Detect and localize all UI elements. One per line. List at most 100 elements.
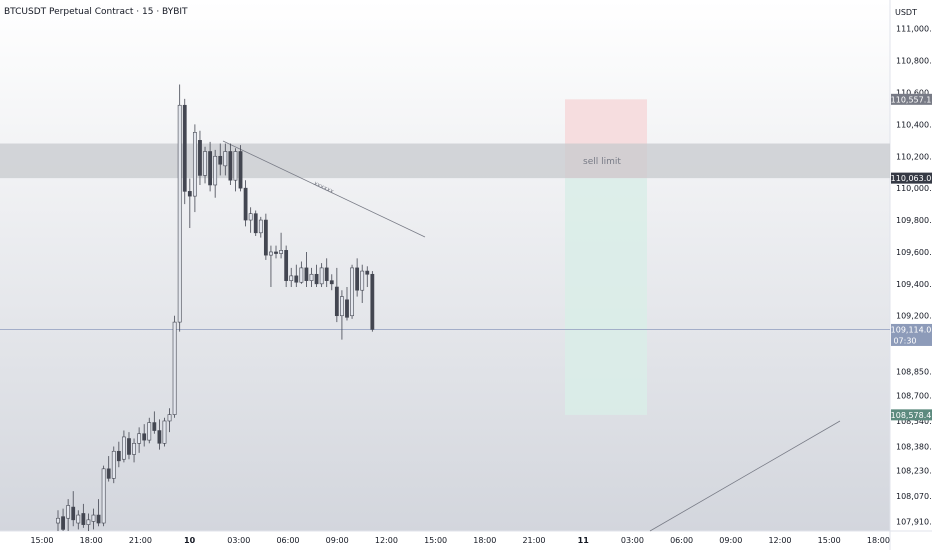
candle [324, 258, 329, 288]
time-tick-label: 18:00 [80, 536, 103, 545]
time-axis-ticks: 15:00 18:00 21:00 10 03:00 06:00 09:00 12:00 15:… [30, 536, 889, 545]
candle [350, 264, 354, 319]
candle-body-up [137, 433, 142, 444]
time-tick-label: 18:00 [867, 536, 890, 545]
candle [162, 417, 167, 447]
time-tick-label: 11 [578, 536, 590, 545]
time-tick-label: 12:00 [375, 536, 398, 545]
price-tick-label: 110,800.0 [896, 57, 932, 66]
candle-body-down [157, 430, 162, 444]
candle [233, 148, 238, 192]
price-label-box [891, 323, 932, 346]
candle [198, 130, 202, 185]
candle [274, 245, 278, 259]
time-tick-label: 18:00 [473, 536, 496, 545]
price-tick-label: 107,910.0 [896, 517, 932, 526]
price-label-countdown: 07:30 [893, 336, 916, 345]
candle [147, 417, 152, 444]
candle-body-up [203, 151, 207, 176]
candle-body-up [132, 442, 136, 455]
candle [269, 245, 273, 288]
candle-body-up [213, 155, 218, 186]
time-tick-label: 15:00 [424, 536, 447, 545]
price-tick-label: 109,600.0 [896, 248, 932, 257]
candles-layer [56, 84, 375, 531]
candle-body-down [274, 251, 278, 254]
candle [76, 510, 81, 530]
price-label-text: 109,114.0 [891, 325, 932, 334]
candle [192, 124, 197, 213]
trendline-up[interactable] [649, 420, 841, 532]
candle-body-up [248, 213, 253, 221]
candle-body-up [192, 132, 197, 197]
candle-body-up [56, 517, 60, 524]
candle-body-up [269, 251, 273, 256]
candle [238, 145, 243, 192]
time-tick-label: 15:00 [818, 536, 841, 545]
sell-limit-zone[interactable] [0, 143, 890, 179]
candle-body-up [162, 420, 167, 444]
candle-body-up [299, 267, 304, 283]
price-label-box [891, 409, 932, 421]
candle-body-down [198, 140, 202, 176]
candle [81, 503, 86, 528]
price-tick-label: 110,000.0 [896, 184, 932, 193]
candle [319, 263, 324, 288]
time-tick-label: 09:00 [326, 536, 349, 545]
candle [167, 408, 172, 433]
candle-body-down [106, 468, 111, 479]
candle-body-down [294, 275, 299, 283]
candle [355, 258, 360, 297]
candle-body-down [116, 450, 121, 462]
price-label: 110,557.1 [891, 93, 932, 105]
candle [289, 267, 294, 288]
candle [172, 315, 177, 418]
candle [203, 146, 207, 184]
price-label: 108,578.4 [891, 409, 932, 421]
candle-body-up [147, 422, 152, 441]
price-tick-label: 110,600.0 [896, 88, 932, 97]
candle-body-down [304, 267, 309, 281]
candle-body-down [218, 155, 223, 165]
candle-body-down [187, 191, 192, 197]
price-label-text: 108,578.4 [891, 411, 932, 420]
candle-body-up [177, 104, 182, 323]
candle [132, 438, 136, 463]
time-tick-label: 12:00 [768, 536, 791, 545]
time-axis-background [0, 531, 890, 550]
trendline-down[interactable] [222, 140, 426, 238]
stop-zone [565, 178, 647, 415]
candle-body-down [96, 514, 101, 524]
price-tick-label: 108,230.0 [896, 466, 932, 475]
candle [177, 84, 182, 332]
candle [127, 432, 131, 460]
price-tick-label: 110,400.0 [896, 120, 932, 129]
price-tick-label: 110,200.0 [896, 152, 932, 161]
candle [304, 251, 309, 288]
price-label: 110,063.0 [891, 172, 932, 184]
candle-body-up [360, 270, 365, 291]
candle [71, 491, 76, 527]
price-labels: 110,557.1 110,063.0 109,114.0 07:30 108,578.… [891, 93, 932, 421]
candle [96, 499, 101, 527]
candle-body-up [86, 519, 91, 525]
price-axis-background [890, 0, 932, 550]
price-tick-label: 108,850.0 [896, 368, 932, 377]
candle [106, 456, 111, 482]
candle [101, 465, 106, 527]
candle [345, 287, 349, 321]
candle [111, 446, 116, 484]
candle-body-up [76, 514, 81, 524]
candle [66, 499, 71, 531]
candle-body-down [329, 280, 334, 285]
currency-label[interactable]: USDT [895, 8, 917, 17]
candle [299, 261, 304, 284]
candle [284, 245, 289, 288]
candle-body-down [81, 513, 86, 525]
candle-body-down [71, 506, 76, 521]
candle-body-down [182, 104, 187, 192]
candle [370, 271, 375, 332]
price-label-box [891, 93, 932, 105]
